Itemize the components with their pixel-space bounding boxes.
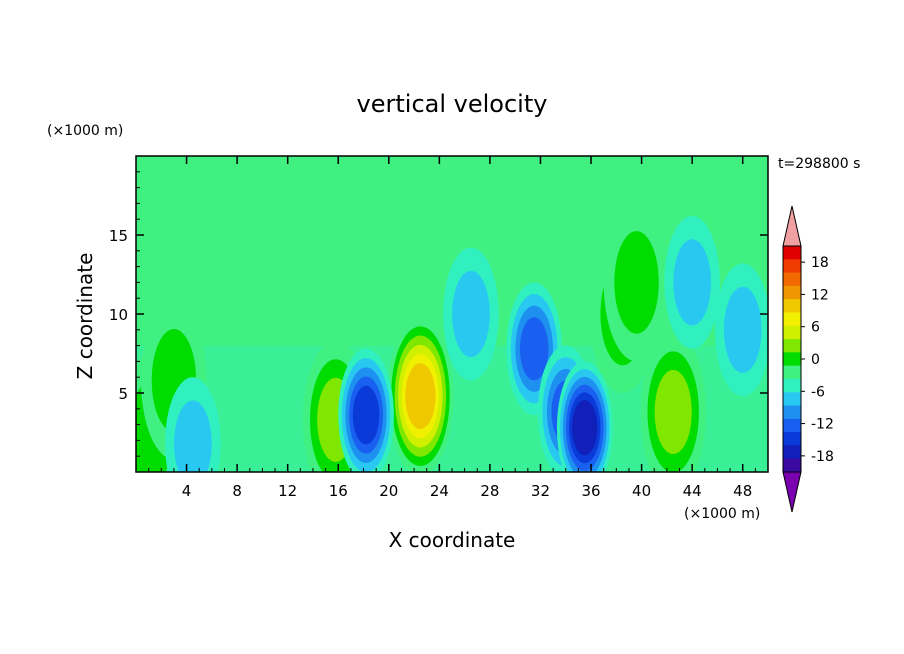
colorbar-bin xyxy=(783,285,801,300)
x-tick-label: 36 xyxy=(581,482,600,500)
contour-field xyxy=(136,156,768,472)
colorbar-bin xyxy=(783,312,801,327)
colorbar-bin xyxy=(783,246,801,260)
downdraft-contour xyxy=(556,361,613,472)
y-tick-label: 5 xyxy=(118,385,128,403)
contour-level xyxy=(352,385,380,445)
x-tick-label: 12 xyxy=(278,482,297,500)
contour-level xyxy=(452,270,490,358)
x-tick-label: 8 xyxy=(232,482,242,500)
chart-title: vertical velocity xyxy=(357,90,548,118)
colorbar-bin xyxy=(783,445,801,460)
colorbar-tick-label: 6 xyxy=(811,320,820,336)
colorbar-tick-label: -18 xyxy=(811,449,834,465)
contour-level xyxy=(572,400,598,456)
downdraft-contour xyxy=(714,263,768,397)
colorbar-bin xyxy=(783,432,801,446)
x-tick-label: 28 xyxy=(480,482,499,500)
x-unit-label: (×1000 m) xyxy=(684,506,760,522)
x-tick-label: 24 xyxy=(430,482,449,500)
colorbar-bin xyxy=(783,458,801,473)
x-tick-label: 20 xyxy=(379,482,398,500)
colorbar-bin xyxy=(783,352,801,367)
colorbar-under-triangle xyxy=(782,471,802,513)
updraft-contour xyxy=(603,203,670,362)
contour-level xyxy=(673,239,711,326)
colorbar-bin xyxy=(783,378,801,393)
x-tick-label: 16 xyxy=(329,482,348,500)
downdraft-contour xyxy=(664,216,720,349)
colorbar-bin xyxy=(783,392,801,407)
x-tick-label: 4 xyxy=(182,482,192,500)
colorbar-bin xyxy=(783,272,801,287)
colorbar-bin xyxy=(783,259,801,274)
downdraft-contour xyxy=(165,377,221,472)
downdraft-contour xyxy=(338,348,394,472)
updraft-contour xyxy=(640,332,707,472)
y-tick-label: 10 xyxy=(109,306,128,324)
y-axis-label: Z coordinate xyxy=(73,253,97,380)
contour-level xyxy=(723,286,762,373)
colorbar-tick-label: -12 xyxy=(811,417,834,433)
colorbar-bin xyxy=(783,418,801,433)
x-tick-label: 32 xyxy=(531,482,550,500)
colorbar-over-triangle xyxy=(782,205,802,247)
colorbar-bin xyxy=(783,365,801,380)
colorbar-bin xyxy=(783,325,801,340)
x-axis-label: X coordinate xyxy=(389,528,516,552)
y-tick-label: 15 xyxy=(109,227,128,245)
contour-level xyxy=(174,400,212,472)
x-tick-label: 44 xyxy=(683,482,702,500)
contour-level xyxy=(519,317,549,381)
colorbar-tick-label: 18 xyxy=(811,255,829,271)
colorbar-tick-label: -6 xyxy=(811,384,825,400)
updraft-contour xyxy=(387,317,454,472)
colorbar-bin xyxy=(783,339,801,353)
y-unit-label: (×1000 m) xyxy=(47,123,123,139)
contour-level xyxy=(405,363,436,430)
colorbar-tick-label: 12 xyxy=(811,287,829,303)
x-tick-label: 40 xyxy=(632,482,651,500)
colorbar-bin xyxy=(783,299,801,313)
colorbar: 18 12 6 0 -6 -12 -18 xyxy=(782,205,834,513)
y-axis: 5 10 15 xyxy=(109,171,768,457)
x-axis: 4 8 12 16 20 24 28 32 36 40 44 48 xyxy=(148,156,756,500)
downdraft-contour xyxy=(443,247,499,381)
time-label: t=298800 s xyxy=(778,156,860,172)
contour-level xyxy=(654,369,692,455)
colorbar-tick-label: 0 xyxy=(811,352,820,368)
x-tick-label: 48 xyxy=(733,482,752,500)
contour-level xyxy=(614,231,659,334)
colorbar-bin xyxy=(783,405,801,420)
